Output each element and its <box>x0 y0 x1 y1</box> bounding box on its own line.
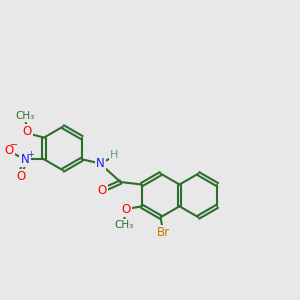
Text: O: O <box>22 125 32 139</box>
Text: O: O <box>98 184 106 197</box>
Text: N: N <box>96 158 105 170</box>
Text: +: + <box>27 150 34 159</box>
Text: −: − <box>10 140 18 150</box>
Text: Br: Br <box>157 226 170 239</box>
Text: O: O <box>4 144 13 157</box>
Text: N: N <box>20 153 29 166</box>
Text: H: H <box>110 150 118 160</box>
Text: O: O <box>16 170 26 183</box>
Text: CH₃: CH₃ <box>16 111 35 121</box>
Text: CH₃: CH₃ <box>114 220 134 230</box>
Text: O: O <box>121 203 130 216</box>
